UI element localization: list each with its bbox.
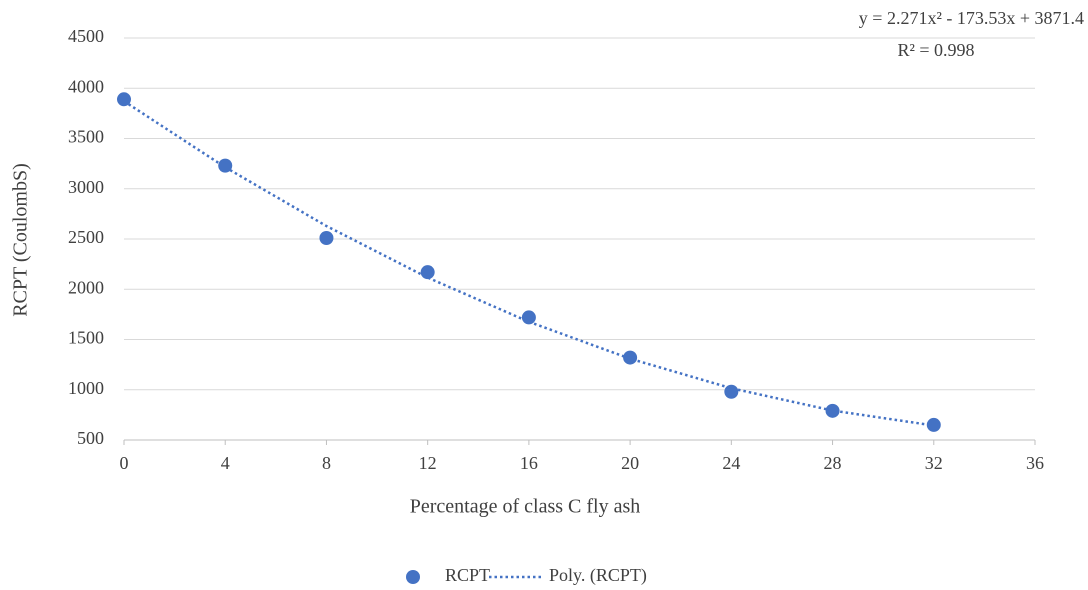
data-point <box>420 265 435 280</box>
data-point <box>117 92 131 107</box>
trend-equation: y = 2.271x² - 173.53x + 3871.4 <box>859 8 1084 28</box>
x-tick-label: 0 <box>120 453 129 473</box>
r-squared: R² = 0.998 <box>897 40 974 60</box>
data-point <box>319 230 334 245</box>
y-tick-label: 500 <box>77 428 104 448</box>
x-tick-label: 32 <box>925 453 943 473</box>
x-tick-label: 36 <box>1026 453 1044 473</box>
x-tick-label: 16 <box>520 453 538 473</box>
x-axis-label: Percentage of class C fly ash <box>410 496 640 518</box>
y-tick-label: 1500 <box>68 328 104 348</box>
y-tick-label: 4000 <box>68 76 104 96</box>
y-axis-label: RCPT (CoulombS) <box>10 163 32 317</box>
x-tick-label: 12 <box>419 453 437 473</box>
data-point <box>724 384 739 399</box>
y-tick-label: 4500 <box>68 26 104 46</box>
x-tick-label: 28 <box>824 453 842 473</box>
legend-label: RCPT <box>445 565 490 585</box>
y-tick-label: 3500 <box>68 127 104 147</box>
data-point <box>825 403 840 418</box>
x-tick-label: 4 <box>221 453 230 473</box>
legend-label: Poly. (RCPT) <box>549 565 647 586</box>
x-tick-label: 24 <box>722 453 740 473</box>
x-tick-label: 20 <box>621 453 639 473</box>
y-tick-label: 3000 <box>68 177 104 197</box>
data-point <box>623 350 638 365</box>
data-point <box>926 417 941 432</box>
y-tick-label: 2000 <box>68 277 104 297</box>
y-tick-label: 2500 <box>68 227 104 247</box>
x-tick-label: 8 <box>322 453 331 473</box>
trendline <box>123 100 934 427</box>
y-tick-label: 1000 <box>68 378 104 398</box>
data-point <box>521 310 536 325</box>
data-point <box>218 158 233 173</box>
legend-swatch <box>406 570 420 584</box>
